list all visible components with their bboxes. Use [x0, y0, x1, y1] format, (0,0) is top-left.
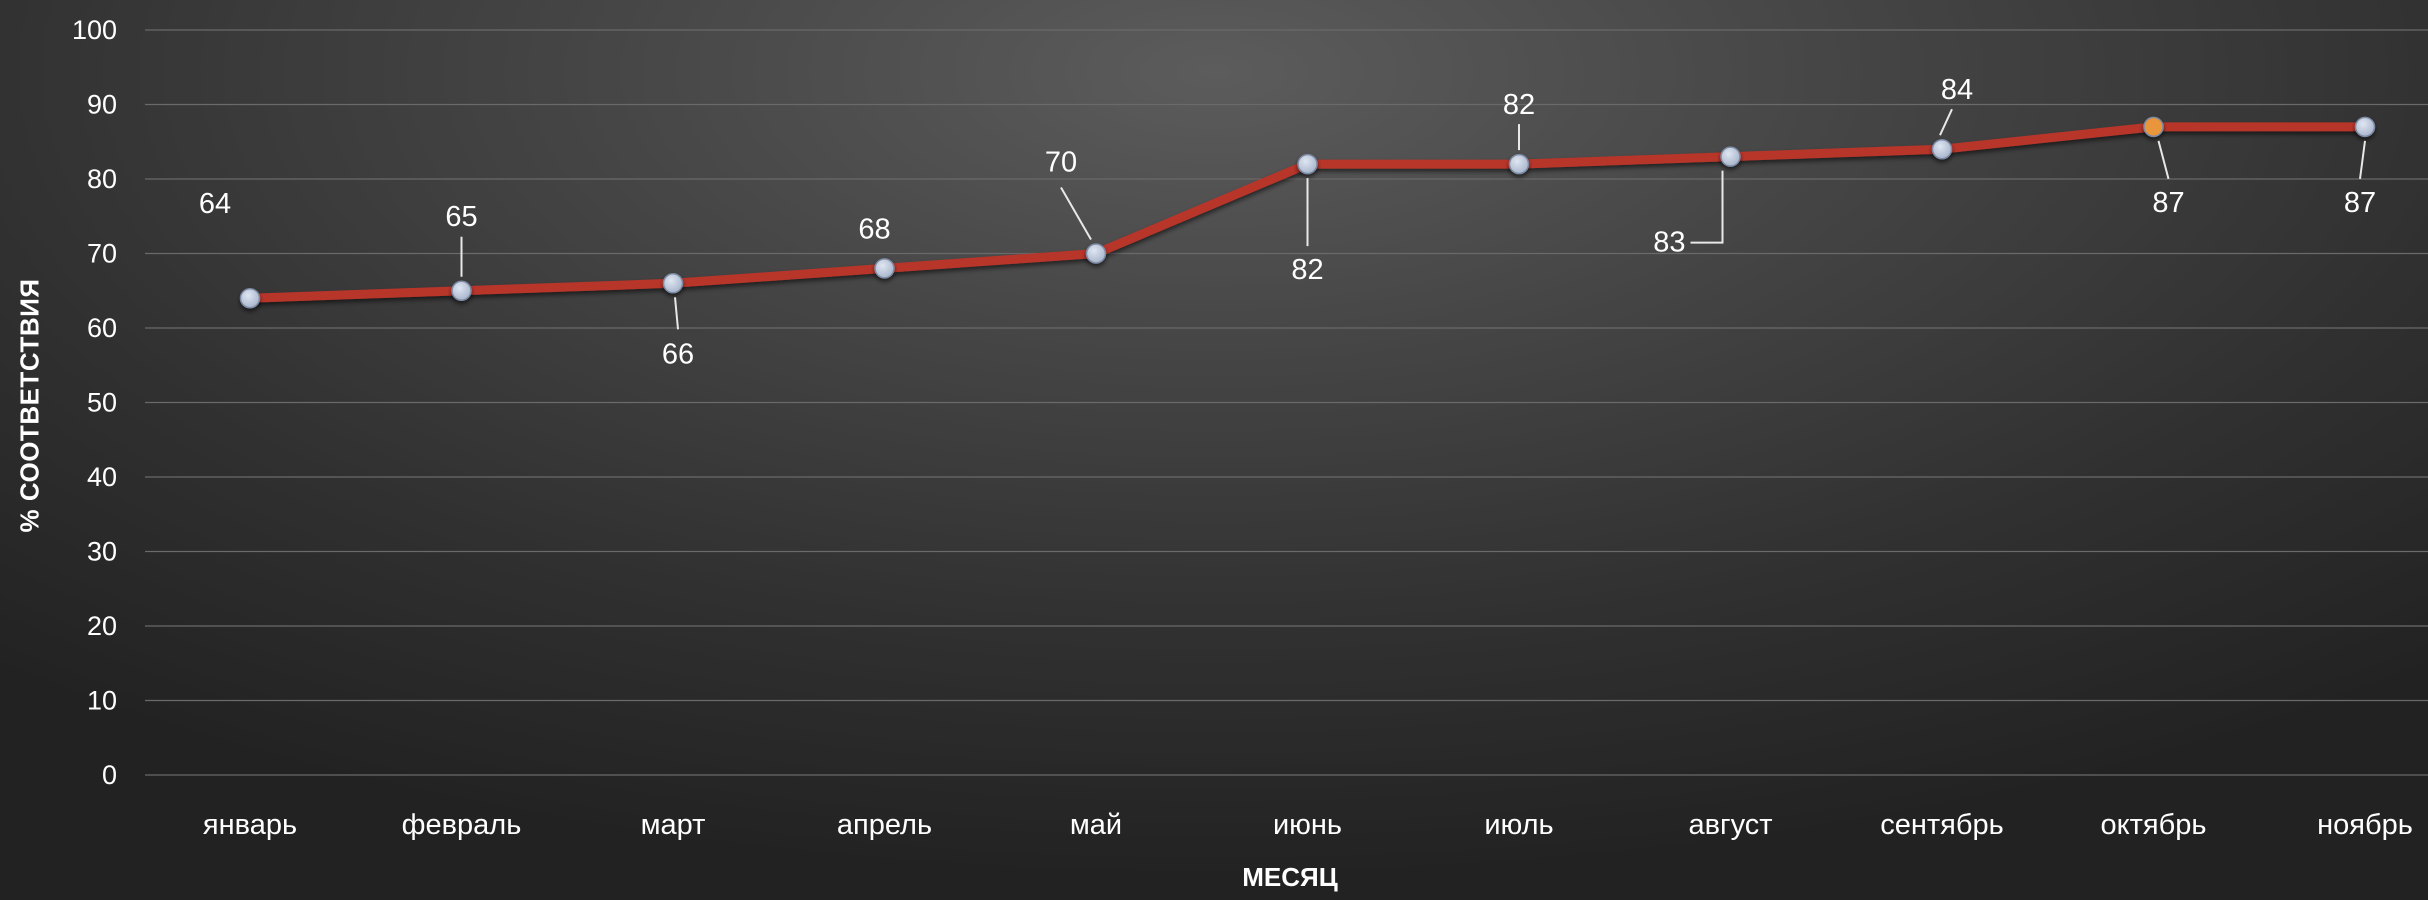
x-tick-label-6: июнь: [1273, 809, 1342, 841]
data-point-4: [874, 258, 895, 279]
y-tick-label-30: 30: [87, 537, 117, 567]
x-axis-title: МЕСЯЦ: [1242, 862, 1338, 892]
y-tick-label-20: 20: [87, 611, 117, 641]
data-point-3: [662, 273, 684, 294]
y-tick-label-0: 0: [102, 760, 117, 790]
data-label-7: 82: [1503, 89, 1535, 121]
data-point-8: [1720, 146, 1741, 167]
y-tick-label-10: 10: [87, 686, 117, 716]
data-label-4: 68: [858, 213, 890, 245]
data-label-leader-11: [2359, 140, 2366, 179]
data-point-7: [1508, 153, 1530, 175]
y-tick-label-100: 100: [72, 15, 117, 45]
data-label-3: 66: [662, 338, 694, 370]
data-label-5: 70: [1045, 147, 1077, 179]
data-label-leader-10: [2157, 140, 2170, 180]
x-tick-label-10: октябрь: [2101, 809, 2207, 841]
x-tick-label-9: сентябрь: [1880, 809, 2003, 841]
y-tick-label-60: 60: [87, 313, 117, 343]
data-label-9: 84: [1941, 74, 1973, 106]
data-label-11: 87: [2344, 187, 2376, 219]
data-label-8: 83: [1653, 227, 1685, 259]
data-label-leader-5: [1060, 187, 1092, 240]
y-tick-label-70: 70: [87, 239, 117, 269]
data-point-5: [1085, 243, 1107, 264]
x-tick-label-4: апрель: [837, 809, 932, 841]
x-tick-label-5: май: [1070, 809, 1122, 841]
data-point-10: [2143, 116, 2164, 138]
x-tick-label-11: ноябрь: [2317, 809, 2413, 841]
x-tick-label-2: февраль: [402, 809, 522, 841]
data-label-2: 65: [445, 201, 477, 233]
data-label-6: 82: [1291, 254, 1323, 286]
data-label-leader-8: [1690, 170, 1724, 244]
x-tick-label-8: август: [1688, 809, 1772, 841]
data-label-10: 87: [2152, 187, 2184, 219]
data-point-1: [239, 287, 261, 309]
data-point-2: [451, 280, 472, 301]
data-point-6: [1297, 153, 1318, 175]
y-tick-label-90: 90: [87, 90, 117, 120]
y-axis-title: % СООТВЕТСТВИЯ: [14, 278, 45, 533]
data-label-1: 64: [199, 188, 231, 220]
data-point-9: [1931, 138, 1953, 160]
data-label-leader-3: [674, 297, 679, 330]
y-tick-label-50: 50: [87, 388, 117, 418]
data-label-leader-9: [1939, 108, 1953, 136]
y-tick-label-80: 80: [87, 164, 117, 194]
data-point-11: [2354, 116, 2376, 138]
y-tick-label-40: 40: [87, 462, 117, 492]
x-tick-label-7: июль: [1484, 809, 1553, 841]
x-tick-label-1: январь: [203, 809, 297, 841]
x-tick-label-3: март: [641, 809, 706, 841]
